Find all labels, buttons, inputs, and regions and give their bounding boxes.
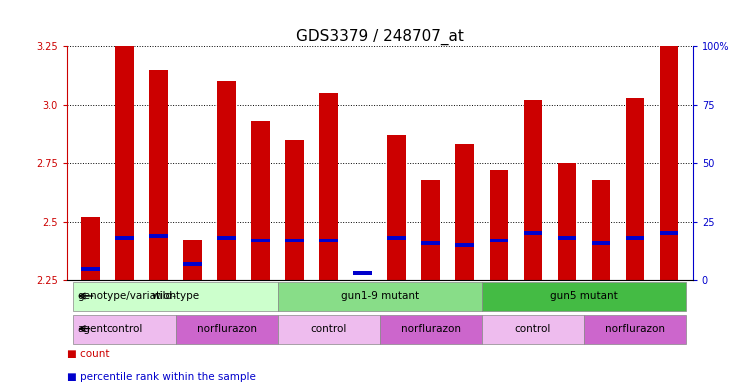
Bar (659, 232, 678, 235)
Bar (524, 100, 542, 280)
Bar (278, 282, 482, 311)
Bar (388, 135, 406, 280)
Text: control: control (310, 324, 347, 334)
Bar (482, 314, 584, 344)
Bar (251, 238, 270, 242)
Bar (73, 282, 278, 311)
Bar (319, 238, 338, 242)
Bar (251, 121, 270, 280)
Text: ■ percentile rank within the sample: ■ percentile rank within the sample (67, 372, 256, 382)
Bar (659, 46, 678, 280)
Bar (115, 236, 134, 240)
Bar (149, 234, 168, 238)
Bar (285, 238, 304, 242)
Bar (217, 81, 236, 280)
Bar (73, 314, 176, 344)
Text: control: control (515, 324, 551, 334)
Text: wild-type: wild-type (151, 291, 199, 301)
Bar (422, 241, 440, 245)
Text: agent: agent (77, 324, 107, 334)
Text: norflurazon: norflurazon (196, 324, 256, 334)
Text: ■ count: ■ count (67, 349, 109, 359)
Bar (557, 163, 576, 280)
Bar (285, 140, 304, 280)
Text: control: control (107, 324, 143, 334)
Bar (490, 238, 508, 242)
Bar (380, 314, 482, 344)
Text: norflurazon: norflurazon (605, 324, 665, 334)
Bar (584, 314, 686, 344)
Bar (115, 46, 134, 280)
Bar (490, 170, 508, 280)
Bar (82, 217, 100, 280)
Bar (183, 262, 202, 266)
Bar (353, 271, 372, 275)
Bar (319, 93, 338, 280)
Bar (482, 282, 686, 311)
Bar (456, 243, 474, 247)
Title: GDS3379 / 248707_at: GDS3379 / 248707_at (296, 28, 464, 45)
Bar (557, 236, 576, 240)
Bar (176, 314, 278, 344)
Bar (422, 180, 440, 280)
Bar (183, 240, 202, 280)
Bar (591, 241, 611, 245)
Bar (591, 180, 611, 280)
Bar (82, 266, 100, 271)
Bar (217, 236, 236, 240)
Text: gun5 mutant: gun5 mutant (550, 291, 618, 301)
Text: norflurazon: norflurazon (401, 324, 461, 334)
Text: genotype/variation: genotype/variation (77, 291, 176, 301)
Bar (456, 144, 474, 280)
Bar (149, 70, 168, 280)
Bar (278, 314, 380, 344)
Bar (388, 236, 406, 240)
Bar (625, 236, 645, 240)
Bar (524, 232, 542, 235)
Bar (625, 98, 645, 280)
Text: gun1-9 mutant: gun1-9 mutant (341, 291, 419, 301)
